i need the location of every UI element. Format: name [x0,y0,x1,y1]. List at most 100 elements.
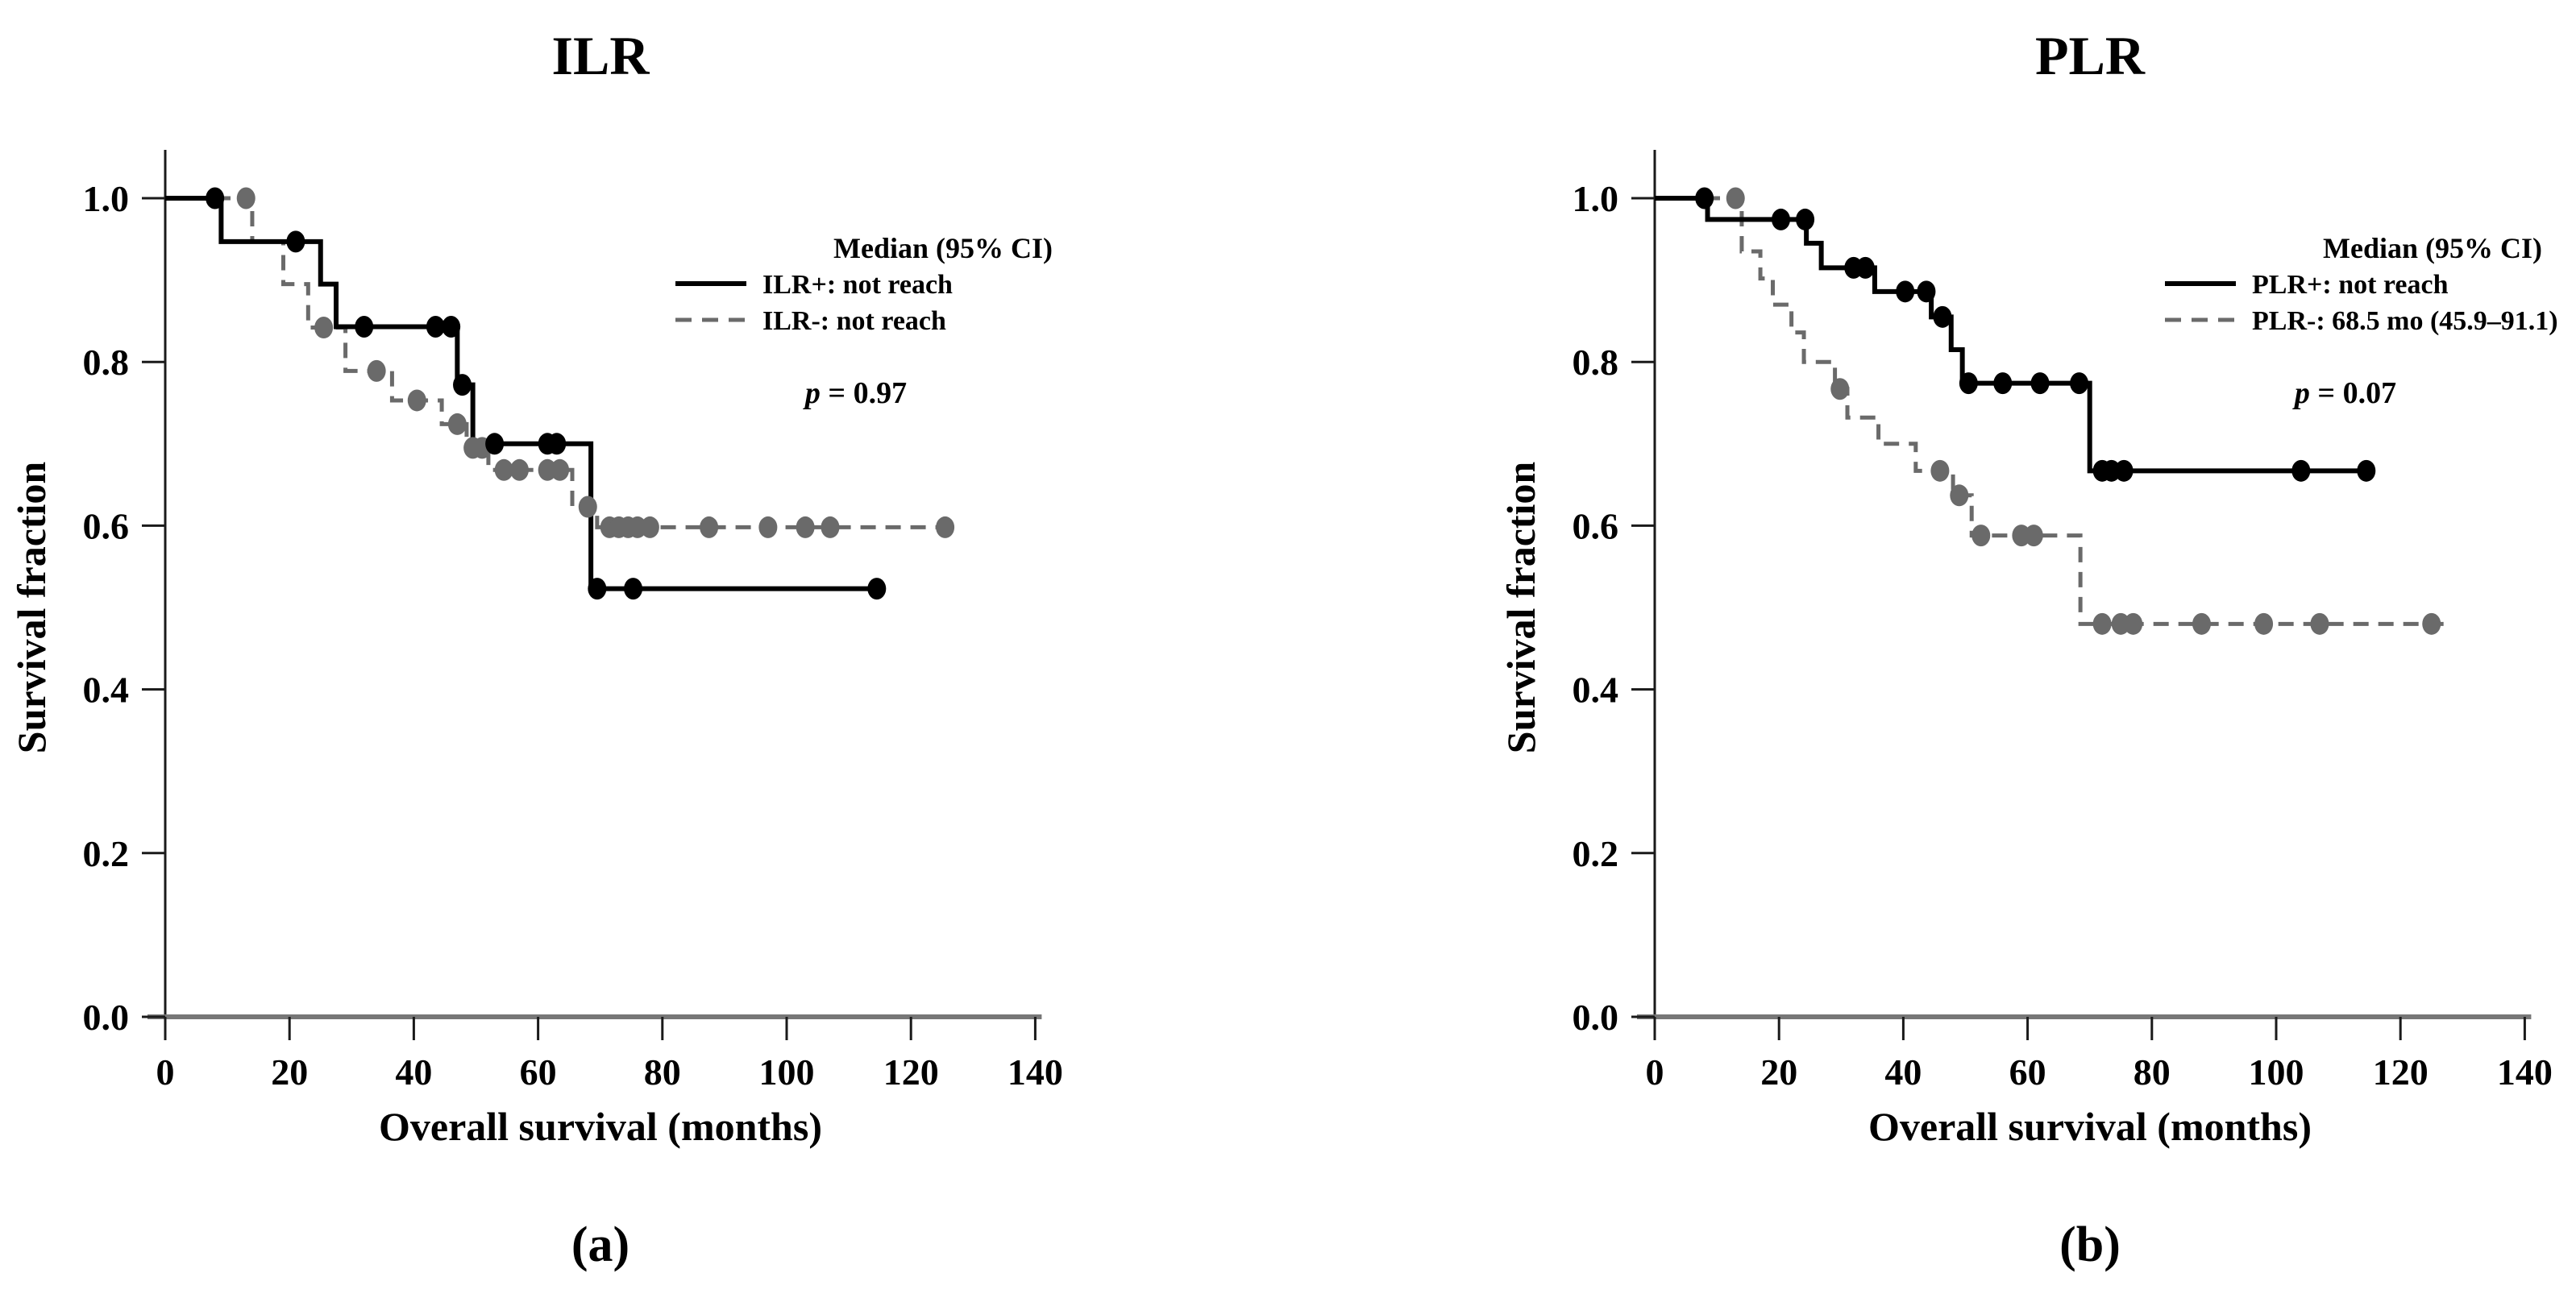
y-tick-label: 0.2 [1573,833,1619,874]
censor-mark [588,578,607,600]
x-tick-label: 60 [2009,1051,2046,1093]
censor-mark [1855,256,1875,279]
y-axis-label: Survival fraction [1498,462,1544,754]
censor-mark [447,413,467,435]
p-value: p = 0.97 [803,376,907,410]
censor-mark [1933,305,1952,328]
y-tick-label: 0.0 [83,997,130,1038]
x-tick-label: 80 [2134,1051,2171,1093]
legend-header: Median (95% CI) [833,232,1053,264]
y-tick-label: 1.0 [1573,178,1619,219]
censor-mark [1930,459,1950,482]
x-tick-label: 40 [1884,1051,1922,1093]
panel-caption: (b) [2059,1217,2121,1272]
censor-mark [442,316,461,338]
legend-entry-label: ILR-: not reach [762,306,946,336]
panel-plr: PLR 1.0 0.8 0.6 0.4 0.2 0.0 0 20 40 60 80 100 120 140 S… [1498,25,2558,1272]
x-axis-label: Overall survival (months) [379,1104,822,1149]
censor-mark [796,516,815,538]
y-tick-label: 0.4 [83,670,130,711]
censor-mark [578,496,597,518]
x-tick-label: 60 [520,1051,557,1093]
censor-mark [867,578,887,600]
panel-caption: (a) [571,1217,629,1272]
x-tick-label: 100 [759,1051,815,1093]
censor-mark [1950,484,1969,507]
censor-mark [624,578,643,600]
y-tick-label: 1.0 [83,178,130,219]
censor-mark [1796,208,1815,230]
x-tick-label: 140 [1008,1051,1063,1093]
censor-mark [407,389,426,412]
x-axis-label: Overall survival (months) [1868,1104,2312,1149]
censor-mark [547,433,567,455]
y-tick-label: 0.6 [1573,505,1619,546]
panel-ilr: ILR 1.0 0.8 0.6 0.4 0.2 0.0 0 20 40 60 80 100 120 140 S… [9,25,1063,1272]
censor-mark [426,316,445,338]
x-tick-label: 80 [644,1051,681,1093]
censor-mark [355,316,374,338]
censor-mark [640,516,659,538]
censor-mark [1993,372,2013,395]
legend-entry-label: PLR-: 68.5 mo (45.9–91.1) [2252,306,2558,336]
censor-mark [2310,612,2329,635]
censor-mark [236,187,256,209]
legend-entry-label: ILR+: not reach [762,270,953,300]
censor-mark [2114,459,2134,482]
y-tick-label: 0.0 [1573,997,1619,1038]
chart-title: PLR [2035,25,2146,86]
censor-mark [2070,372,2089,395]
x-tick-label: 120 [883,1051,939,1093]
p-value: p = 0.07 [2292,376,2396,410]
y-tick-label: 0.6 [83,505,130,546]
censor-mark [1959,372,1978,395]
censor-mark [2291,459,2311,482]
x-tick-label: 20 [1760,1051,1797,1093]
censor-mark [2357,459,2376,482]
censor-mark [367,359,386,382]
censor-mark [2254,612,2274,635]
censor-mark [494,458,513,481]
censor-mark [821,516,840,538]
censor-mark [314,317,334,339]
censor-mark [1772,208,1791,230]
censor-mark [2092,612,2112,635]
censor-mark [936,516,955,538]
censor-mark [2024,525,2043,547]
y-tick-label: 0.4 [1573,670,1619,711]
x-tick-label: 40 [395,1051,432,1093]
censor-mark [1971,525,1991,547]
censor-mark [700,516,719,538]
censor-mark [2192,612,2211,635]
x-tick-label: 120 [2373,1051,2429,1093]
x-tick-label: 100 [2249,1051,2304,1093]
censor-mark [509,458,529,481]
censor-mark [286,230,305,253]
censor-mark [1726,187,1745,209]
y-tick-label: 0.8 [1573,342,1619,383]
x-tick-label: 0 [156,1051,175,1093]
y-tick-label: 0.8 [83,342,130,383]
km-curve-ilr [165,196,883,591]
censor-mark [1830,378,1850,400]
x-tick-label: 140 [2497,1051,2553,1093]
x-tick-label: 20 [271,1051,308,1093]
censor-mark [758,516,778,538]
y-axis-label: Survival fraction [9,462,54,754]
legend-entry-label: PLR+: not reach [2252,270,2449,300]
censor-mark [551,458,570,481]
censor-mark [2030,372,2050,395]
y-tick-label: 0.2 [83,833,130,874]
chart-title: ILR [552,25,650,86]
censor-mark [1896,280,1915,303]
censor-mark [1695,187,1714,209]
censor-mark [453,374,472,396]
censor-mark [206,187,225,209]
censor-mark [2422,612,2441,635]
legend-header: Median (95% CI) [2323,232,2542,264]
censor-mark [2124,612,2143,635]
censor-mark [485,433,505,455]
censor-mark [1917,280,1936,303]
x-tick-label: 0 [1646,1051,1664,1093]
